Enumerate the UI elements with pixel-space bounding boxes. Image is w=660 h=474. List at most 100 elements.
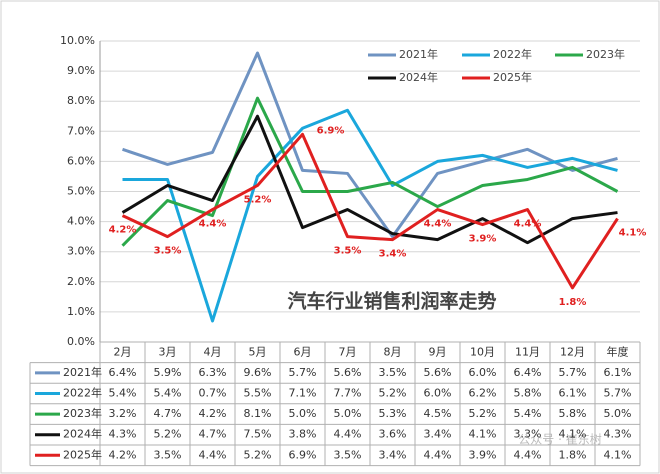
legend-label: 2022年	[493, 47, 532, 61]
x-tick-label: 4月	[204, 345, 222, 358]
table-cell: 4.4%	[424, 448, 452, 461]
table-cell: 3.3%	[514, 428, 542, 441]
table-cell: 4.7%	[199, 428, 227, 441]
table-cell: 5.2%	[469, 407, 497, 420]
table-cell: 4.1%	[559, 428, 587, 441]
series-line	[121, 132, 619, 290]
table-cell: 5.0%	[604, 407, 632, 420]
x-tick-label: 10月	[470, 345, 495, 358]
point-label: 1.8%	[559, 297, 587, 308]
table-cell: 3.2%	[109, 407, 137, 420]
point-label: 4.2%	[109, 225, 137, 236]
point-label: 3.4%	[379, 249, 407, 260]
table-cell: 6.4%	[514, 366, 542, 379]
y-tick-label: 1.0%	[67, 305, 95, 318]
row-label: 2021年	[63, 365, 102, 379]
x-tick-label: 2月	[114, 345, 132, 358]
table-cell: 3.8%	[289, 428, 317, 441]
table-cell: 5.9%	[154, 366, 182, 379]
table-cell: 6.9%	[289, 448, 317, 461]
legend-label: 2024年	[399, 70, 438, 84]
point-label: 3.5%	[154, 246, 182, 257]
y-tick-label: 8.0%	[67, 94, 95, 107]
table-cell: 5.4%	[154, 387, 182, 400]
table-cell: 5.3%	[379, 407, 407, 420]
x-tick-label: 9月	[429, 345, 447, 358]
table-cell: 9.6%	[244, 366, 272, 379]
table-cell: 4.7%	[154, 407, 182, 420]
table-cell: 4.1%	[469, 428, 497, 441]
table-cell: 8.1%	[244, 407, 272, 420]
row-label: 2025年	[63, 447, 102, 461]
table-cell: 4.4%	[514, 448, 542, 461]
table-cell: 5.6%	[424, 366, 452, 379]
point-label: 6.9%	[317, 125, 345, 136]
table-cell: 4.3%	[604, 428, 632, 441]
series-line	[122, 51, 618, 239]
row-label: 2023年	[63, 406, 102, 420]
point-label: 3.9%	[469, 234, 497, 245]
table-cell: 5.7%	[604, 387, 632, 400]
y-tick-label: 7.0%	[67, 124, 95, 137]
table-cell: 3.5%	[379, 366, 407, 379]
row-label: 2022年	[63, 386, 102, 400]
table-cell: 5.0%	[334, 407, 362, 420]
x-tick-label: 11月	[515, 345, 540, 358]
table-cell: 3.4%	[379, 448, 407, 461]
legend-label: 2025年	[493, 70, 532, 84]
table-cell: 6.1%	[559, 387, 587, 400]
legend-label: 2021年	[399, 47, 438, 61]
table-cell: 3.4%	[424, 428, 452, 441]
x-tick-label: 3月	[159, 345, 177, 358]
table-cell: 4.2%	[199, 407, 227, 420]
table-cell: 5.4%	[109, 387, 137, 400]
table-cell: 5.7%	[559, 366, 587, 379]
table-cell: 5.8%	[559, 407, 587, 420]
x-tick-label: 8月	[384, 345, 402, 358]
point-label: 4.1%	[619, 228, 647, 239]
watermark: 公众号 · 崔东树	[518, 432, 601, 447]
y-tick-label: 6.0%	[67, 154, 95, 167]
table-cell: 5.0%	[289, 407, 317, 420]
table-cell: 3.5%	[154, 448, 182, 461]
table-cell: 5.2%	[379, 387, 407, 400]
table-cell: 3.5%	[334, 448, 362, 461]
table-cell: 5.7%	[289, 366, 317, 379]
y-tick-label: 5.0%	[67, 185, 95, 198]
table-cell: 4.2%	[109, 448, 137, 461]
table-cell: 5.4%	[514, 407, 542, 420]
point-label: 3.5%	[334, 246, 362, 257]
table-cell: 7.1%	[289, 387, 317, 400]
table-cell: 4.1%	[604, 448, 632, 461]
point-label: 4.4%	[199, 219, 227, 230]
table-cell: 4.4%	[199, 448, 227, 461]
table-cell: 4.3%	[109, 428, 137, 441]
table-cell: 7.5%	[244, 428, 272, 441]
y-tick-label: 10.0%	[60, 34, 95, 47]
table-cell: 0.7%	[199, 387, 227, 400]
y-tick-label: 0.0%	[67, 335, 95, 348]
table-cell: 6.0%	[424, 387, 452, 400]
table-cell: 5.2%	[244, 448, 272, 461]
table-cell: 5.8%	[514, 387, 542, 400]
series-line	[122, 108, 618, 323]
x-tick-label: 7月	[339, 345, 357, 358]
table-cell: 6.2%	[469, 387, 497, 400]
table-cell: 5.6%	[334, 366, 362, 379]
series-line	[121, 114, 618, 245]
x-tick-label: 年度	[607, 344, 629, 358]
x-tick-label: 6月	[294, 345, 312, 358]
y-tick-label: 4.0%	[67, 215, 95, 228]
table-cell: 6.0%	[469, 366, 497, 379]
table-cell: 7.7%	[334, 387, 362, 400]
table-cell: 3.6%	[379, 428, 407, 441]
table-cell: 4.5%	[424, 407, 452, 420]
point-label: 5.2%	[244, 194, 272, 205]
point-label: 4.4%	[424, 219, 452, 230]
y-tick-label: 3.0%	[67, 245, 95, 258]
table-cell: 5.5%	[244, 387, 272, 400]
table-cell: 4.4%	[334, 428, 362, 441]
table-cell: 6.4%	[109, 366, 137, 379]
chart-title: 汽车行业销售利润率走势	[287, 290, 496, 313]
